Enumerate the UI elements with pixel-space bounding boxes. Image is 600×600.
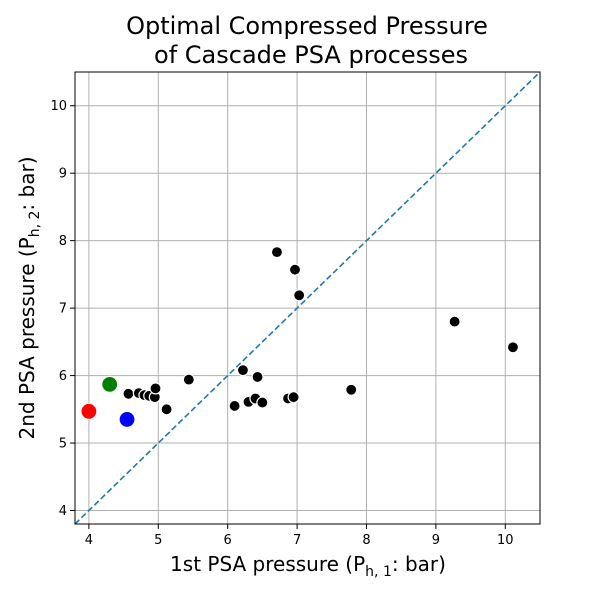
data-point (149, 382, 162, 395)
y-tick-label: 4 (59, 504, 67, 519)
plot-frame (74, 71, 541, 525)
y-tick-label: 10 (50, 99, 67, 114)
data-point (345, 383, 358, 396)
y-tick-label: 8 (59, 234, 67, 249)
data-point (182, 373, 195, 386)
x-axis-label-main: 1st PSA pressure (P (170, 552, 365, 576)
x-tick-label: 10 (497, 533, 514, 548)
x-tick-label: 4 (85, 533, 93, 548)
reference-line-y-equals-x (74, 71, 541, 525)
data-point (448, 315, 461, 328)
data-point (122, 387, 135, 400)
y-tick-label: 9 (59, 167, 67, 182)
x-axis-label-tail: : bar) (392, 552, 446, 576)
y-tick-label: 6 (59, 369, 67, 384)
x-tick-label: 7 (293, 533, 301, 548)
x-tick-label: 9 (432, 533, 440, 548)
reference-line-layer (74, 71, 541, 525)
highlighted-data-point (101, 375, 119, 393)
highlighted-data-point (118, 410, 136, 429)
x-axis-label: 1st PSA pressure (Ph, 1: bar) (170, 552, 446, 580)
x-tick-label: 5 (154, 533, 162, 548)
data-point (293, 289, 306, 302)
highlighted-data-point (80, 402, 98, 420)
y-tick-label: 5 (59, 437, 67, 452)
x-axis-label-subscript: h, 1 (365, 564, 392, 580)
data-point (236, 364, 250, 377)
y-axis-label: 2nd PSA pressure (Ph, 2: bar) (15, 157, 43, 440)
data-point (228, 399, 241, 413)
data-points (80, 246, 520, 429)
data-point (270, 246, 284, 259)
data-point (160, 403, 173, 416)
data-point (288, 263, 302, 276)
y-tick-label: 7 (59, 302, 67, 317)
grid (75, 72, 540, 524)
x-tick-label: 6 (224, 533, 232, 548)
chart-title-line-1: Optimal Compressed Pressure (126, 12, 488, 40)
y-axis-label-subscript: h, 2 (27, 211, 43, 238)
data-point (251, 370, 264, 384)
chart-title-line-2: of Cascade PSA processes (154, 41, 468, 69)
data-point (506, 341, 520, 354)
data-point (256, 396, 269, 409)
y-axis-label-tail: : bar) (15, 157, 39, 211)
y-axis-label-main: 2nd PSA pressure (P (15, 237, 39, 439)
x-tick-label: 8 (362, 533, 370, 548)
data-point (287, 391, 300, 404)
axis-ticks: 4 5 6 7 8 9 10 4 5 6 7 8 9 10 (50, 99, 513, 548)
